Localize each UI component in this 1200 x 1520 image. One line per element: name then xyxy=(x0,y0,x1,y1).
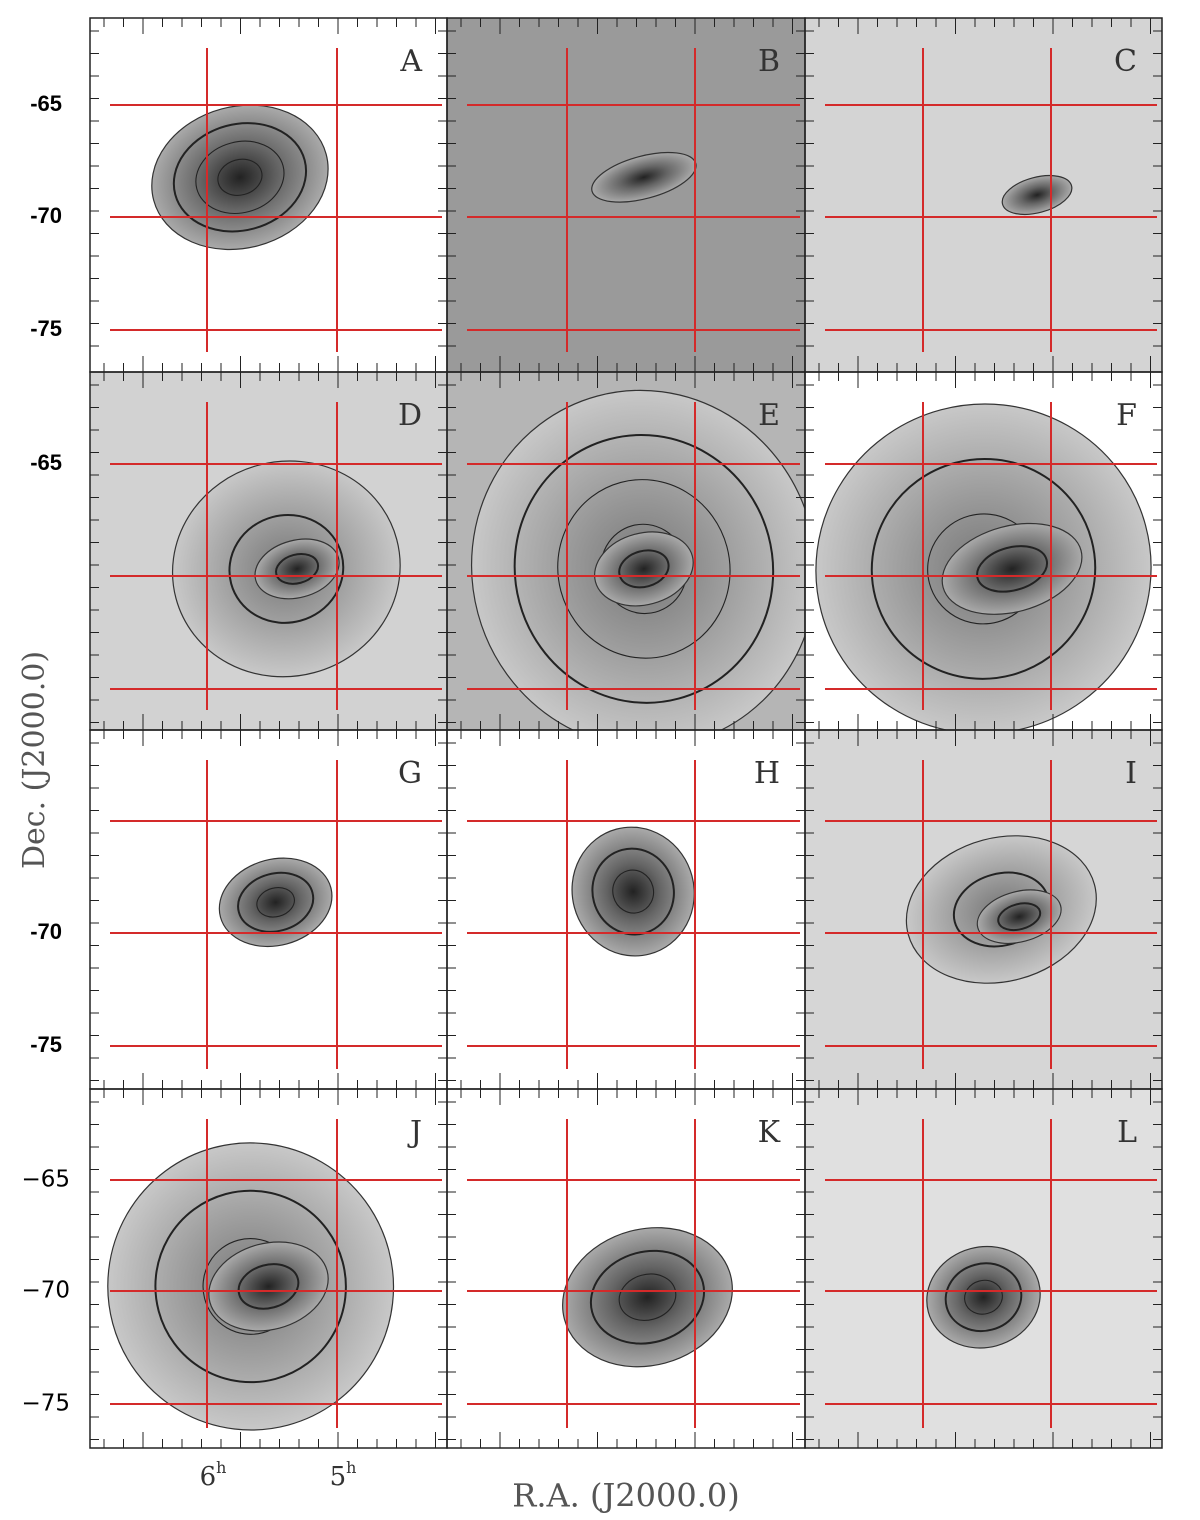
density-blob xyxy=(571,826,695,957)
panel-label: C xyxy=(1114,44,1137,79)
contour xyxy=(256,887,295,918)
y-tick-label: -70 xyxy=(30,203,62,228)
density-blob xyxy=(941,522,1083,615)
contour xyxy=(557,479,731,659)
x-tick-base: 5 xyxy=(330,1462,347,1492)
panel-label: F xyxy=(1116,398,1137,433)
contour xyxy=(589,1249,706,1345)
panel-label: K xyxy=(758,1115,781,1150)
panel-label: L xyxy=(1117,1115,1137,1150)
contour xyxy=(976,545,1048,593)
contour xyxy=(513,434,775,704)
contour xyxy=(870,457,1097,680)
contour xyxy=(237,871,315,933)
panel-frame xyxy=(804,1088,1163,1449)
x-tick-sup: h xyxy=(216,1458,226,1477)
x-tick-base: 6 xyxy=(200,1462,217,1492)
y-tick-label: −70 xyxy=(21,1278,70,1304)
panel-label: D xyxy=(398,398,422,433)
contour xyxy=(237,1263,300,1310)
contour xyxy=(944,1262,1023,1333)
contour xyxy=(275,552,320,585)
contour xyxy=(612,869,655,914)
y-tick-label: -65 xyxy=(30,91,62,116)
panel-label: A xyxy=(399,44,422,79)
y-axis-label: Dec. (J2000.0) xyxy=(17,651,52,869)
density-blob xyxy=(594,531,694,607)
contour xyxy=(997,902,1042,932)
y-tick-label: -70 xyxy=(30,919,62,944)
contour xyxy=(154,1189,347,1384)
density-blob xyxy=(1001,174,1073,216)
y-tick-label: −65 xyxy=(21,1167,70,1193)
contour xyxy=(172,122,308,233)
contour xyxy=(217,158,263,196)
panel-label: I xyxy=(1125,756,1137,791)
density-blob xyxy=(976,889,1062,944)
panel-label: E xyxy=(758,398,780,433)
x-tick-label: 6h xyxy=(200,1458,227,1493)
panel-label: H xyxy=(754,756,780,791)
panel-label: G xyxy=(398,756,422,791)
contour xyxy=(618,1273,677,1321)
panel-background xyxy=(805,18,1162,372)
density-blob xyxy=(254,538,340,600)
panel-label: B xyxy=(758,44,780,79)
x-axis-label: R.A. (J2000.0) xyxy=(512,1477,739,1515)
y-tick-label: -75 xyxy=(30,316,62,341)
contour xyxy=(964,1279,1003,1315)
y-tick-label: -65 xyxy=(30,450,62,475)
density-blob xyxy=(208,1241,329,1332)
x-tick-sup: h xyxy=(346,1458,356,1477)
y-tick-label: -75 xyxy=(30,1032,62,1057)
contour xyxy=(228,513,345,624)
contour xyxy=(195,140,285,214)
panel-label: J xyxy=(407,1115,422,1150)
x-tick-label: 5h xyxy=(330,1458,357,1493)
y-tick-label: −75 xyxy=(21,1391,70,1417)
